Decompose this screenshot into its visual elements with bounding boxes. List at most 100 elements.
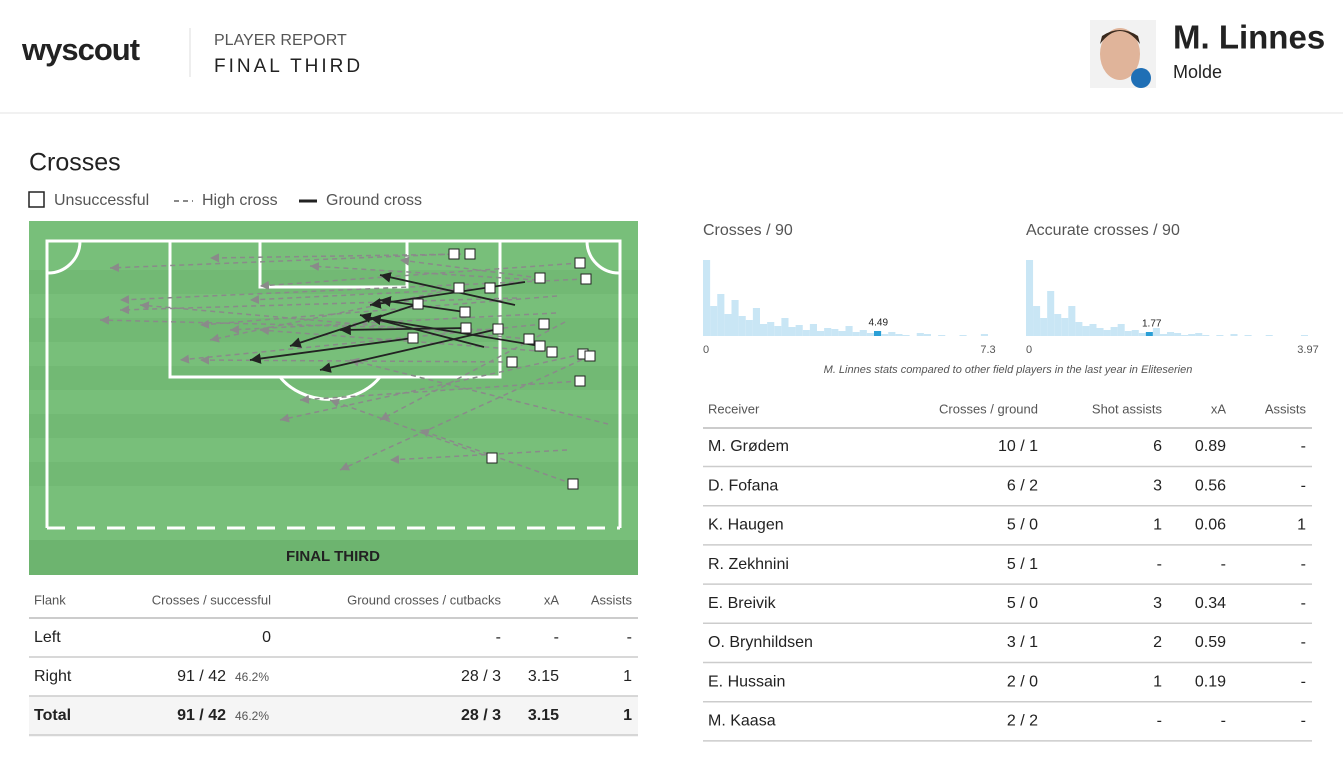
legend: Unsuccessful High cross Ground cross <box>28 191 422 209</box>
report-label: PLAYER REPORT <box>214 32 347 49</box>
receiver-cell: 6 / 2 <box>1007 477 1038 494</box>
assists-cell: - <box>627 629 632 646</box>
unsuccessful-cross <box>407 332 419 344</box>
histogram-bar <box>1152 328 1160 336</box>
histogram-bar <box>817 331 825 336</box>
ground-cross <box>339 324 467 336</box>
legend-label: Unsuccessful <box>54 192 149 209</box>
receiver-cell: 3 <box>1153 477 1162 494</box>
receiver-cell: - <box>1157 713 1162 730</box>
column-header: Flank <box>34 592 66 607</box>
flank-cell: Right <box>34 668 72 685</box>
receiver-cell: - <box>1301 438 1306 455</box>
unsuccessful-cross <box>580 273 592 285</box>
unsuccessful-cross <box>584 350 596 362</box>
histogram-bar <box>760 324 768 336</box>
receiver-cell: - <box>1301 477 1306 494</box>
high-cross <box>119 278 587 305</box>
histogram-bar <box>1159 334 1167 336</box>
histogram-bar <box>1026 260 1034 336</box>
high-cross <box>389 449 568 464</box>
histogram-bar <box>1167 332 1175 336</box>
unsuccessful-cross <box>486 452 498 464</box>
receiver-cell: 5 / 1 <box>1007 556 1038 573</box>
histogram-bar <box>831 329 839 336</box>
unsuccessful-cross <box>506 356 518 368</box>
column-header: Ground crosses / cutbacks <box>347 592 501 607</box>
unsuccessful-cross <box>464 248 476 260</box>
receiver-cell: 2 <box>1153 634 1162 651</box>
histogram-bar <box>938 335 946 336</box>
receiver-cell: 2 / 0 <box>1007 673 1038 690</box>
crosses-cell: 91 / 42 <box>177 668 226 685</box>
histogram-bar <box>745 320 753 336</box>
xa-cell: - <box>554 629 559 646</box>
histogram-bar <box>874 331 882 336</box>
receiver-cell: 5 / 0 <box>1007 595 1038 612</box>
histogram-bar <box>1054 314 1062 336</box>
histogram-bar <box>1188 334 1196 336</box>
ground-cross <box>249 337 414 364</box>
column-header: xA <box>544 592 560 607</box>
high-cross <box>399 256 541 279</box>
histogram-bar <box>959 335 967 336</box>
assists-cell: 1 <box>623 668 632 685</box>
ground-cross <box>319 328 499 373</box>
column-header: Crosses / successful <box>152 592 271 607</box>
unsuccessful-cross <box>534 340 546 352</box>
histogram-bar <box>980 334 988 336</box>
histogram-bar <box>788 327 796 336</box>
high-cross <box>259 326 553 353</box>
assists-cell: 1 <box>623 707 632 724</box>
high-cross <box>209 253 471 263</box>
receiver-cell: 0.59 <box>1195 634 1226 651</box>
receiver-cell: - <box>1301 595 1306 612</box>
receiver-cell: 10 / 1 <box>998 438 1038 455</box>
total-row-bg <box>29 696 638 737</box>
histogram-bar <box>1096 328 1104 336</box>
histogram-bar <box>1075 322 1083 336</box>
histogram-bar <box>710 306 718 336</box>
ground-cell: 28 / 3 <box>461 668 501 685</box>
histogram-bar <box>774 326 782 336</box>
histogram-bar <box>1131 330 1139 336</box>
receiver-cell: - <box>1301 713 1306 730</box>
histogram-bar <box>845 326 853 336</box>
histogram-bar <box>852 332 860 336</box>
histogram-bar <box>752 308 760 336</box>
histogram-bar <box>1117 324 1125 336</box>
unsuccessful-cross <box>492 323 504 335</box>
histogram-bar <box>923 334 931 336</box>
histogram-title: Accurate crosses / 90 <box>1026 222 1180 239</box>
high-cross <box>379 321 566 421</box>
player-name: M. Linnes <box>1173 19 1325 56</box>
histogram-bar <box>895 334 903 336</box>
player-photo <box>1090 20 1156 88</box>
receiver-cell: E. Breivik <box>708 595 777 612</box>
histogram-bar <box>767 322 775 336</box>
team-name: Molde <box>1173 62 1222 82</box>
receiver-cell: - <box>1301 634 1306 651</box>
histogram-bar <box>1124 331 1132 336</box>
unsuccessful-cross <box>448 248 460 260</box>
ground-cell: - <box>496 629 501 646</box>
unsuccessful-cross <box>538 318 550 330</box>
unsuccessful-cross <box>546 346 558 358</box>
histogram-bar <box>1265 335 1273 336</box>
histogram-bar <box>866 333 874 336</box>
receiver-cell: R. Zekhnini <box>708 556 789 573</box>
receiver-cell: - <box>1221 713 1226 730</box>
flank-cell: Total <box>34 707 71 724</box>
legend-label: Ground cross <box>326 192 422 209</box>
ground-cell: 28 / 3 <box>461 707 501 724</box>
histogram-bar <box>881 334 889 336</box>
histogram-bar <box>738 316 746 336</box>
receiver-cell: 6 <box>1153 438 1162 455</box>
receiver-cell: 0.19 <box>1195 673 1226 690</box>
high-cross <box>199 295 558 329</box>
column-header: xA <box>1211 401 1227 416</box>
histogram-bar <box>1138 333 1146 336</box>
receiver-cell: D. Fofana <box>708 477 778 494</box>
histogram-bar <box>731 300 739 336</box>
unsuccessful-cross <box>574 375 586 387</box>
